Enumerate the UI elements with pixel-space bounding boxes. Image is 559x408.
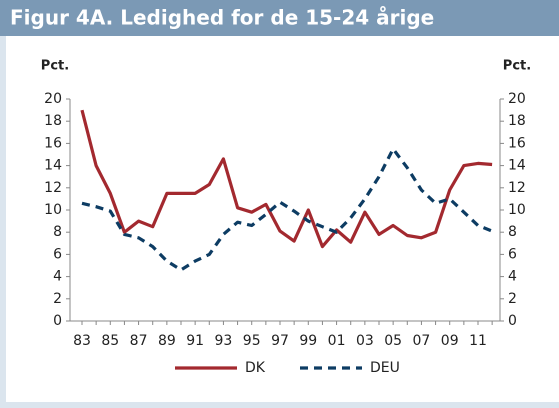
y2-tick-label: 12 — [508, 180, 526, 196]
y-tick-label: 6 — [53, 246, 62, 262]
x-tick-label: 85 — [101, 333, 119, 349]
x-tick-label: 11 — [469, 333, 487, 349]
chart-title: Figur 4A. Ledighed for de 15-24 årige — [10, 6, 434, 30]
x-tick-label: 01 — [328, 333, 346, 349]
y2-tick-label: 4 — [508, 269, 517, 285]
y2-tick-label: 16 — [508, 135, 526, 151]
x-tick-label: 83 — [73, 333, 91, 349]
title-bar — [0, 0, 559, 36]
y-tick-label: 0 — [53, 313, 62, 329]
x-tick-label: 03 — [356, 333, 374, 349]
y-tick-label: 8 — [53, 224, 62, 240]
legend-label: DEU — [370, 360, 400, 376]
y2-tick-label: 20 — [508, 91, 526, 107]
y2-tick-label: 6 — [508, 246, 517, 262]
y2-tick-label: 10 — [508, 202, 526, 218]
x-tick-label: 07 — [413, 333, 431, 349]
y2-tick-label: 18 — [508, 113, 526, 129]
x-tick-label: 93 — [215, 333, 233, 349]
x-tick-label: 89 — [158, 333, 176, 349]
y2-tick-label: 2 — [508, 291, 517, 307]
y-tick-label: 12 — [44, 180, 62, 196]
y-tick-label: 2 — [53, 291, 62, 307]
legend-label: DK — [245, 360, 266, 376]
line-series — [81, 147, 493, 272]
y-tick-label: 20 — [44, 91, 62, 107]
x-tick-label: 95 — [243, 333, 261, 349]
x-tick-label: 99 — [299, 333, 317, 349]
y-tick-label: 16 — [44, 135, 62, 151]
y-tick-label: 4 — [53, 269, 62, 285]
x-tick-label: 91 — [186, 333, 204, 349]
x-tick-label: 97 — [271, 333, 289, 349]
line-series — [80, 109, 493, 249]
x-tick-label: 05 — [384, 333, 402, 349]
y-axis-label: Pct. — [41, 59, 69, 74]
y2-tick-label: 14 — [508, 158, 526, 174]
x-tick-label: 09 — [441, 333, 459, 349]
frame-bottom — [0, 402, 559, 408]
y2-tick-label: 8 — [508, 224, 517, 240]
x-tick-label: 87 — [130, 333, 148, 349]
y-tick-label: 18 — [44, 113, 62, 129]
y2-tick-label: 0 — [508, 313, 517, 329]
y2-axis-label: Pct. — [503, 59, 531, 74]
y-tick-label: 10 — [44, 202, 62, 218]
y-tick-label: 14 — [44, 158, 62, 174]
frame-left — [0, 36, 6, 408]
